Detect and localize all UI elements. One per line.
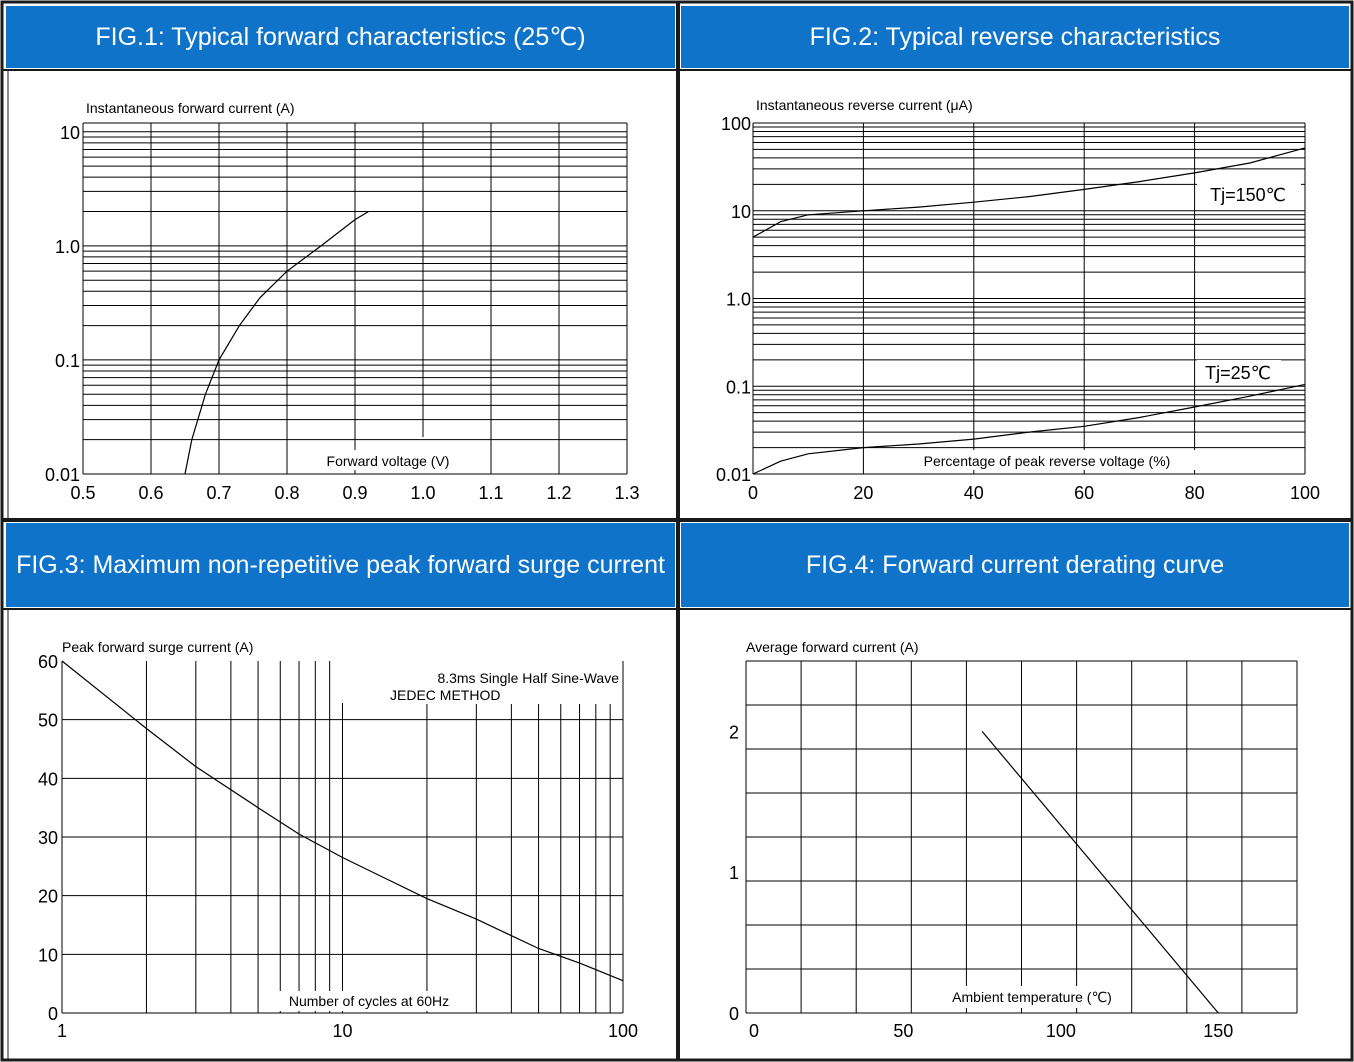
fig3-annot-bg bbox=[385, 666, 620, 704]
fig4-ylabel: Average forward current (A) bbox=[746, 639, 918, 655]
fig2-xtick-label: 20 bbox=[853, 483, 873, 503]
fig3-ytick-label: 60 bbox=[38, 652, 58, 672]
fig3-header: FIG.3: Maximum non-repetitive peak forwa… bbox=[6, 523, 675, 607]
fig1-xtick-label: 0.8 bbox=[274, 483, 299, 503]
fig1-ytick-label: 10 bbox=[60, 123, 80, 143]
fig3-ytick-label: 30 bbox=[38, 828, 58, 848]
fig4-xlabel-bg bbox=[934, 986, 1130, 1008]
fig4-chart: 0 1 2 0 50 100 150 Average forward current (A) A… bbox=[729, 639, 1298, 1041]
fig4-xtick-label: 150 bbox=[1203, 1021, 1233, 1041]
fig4-series-line bbox=[981, 731, 1219, 1014]
fig1-header: FIG.1: Typical forward characteristics (… bbox=[6, 6, 675, 68]
fig2-annotation-tj25: Tj=25℃ bbox=[1205, 363, 1271, 383]
fig2-ylabel: Instantaneous reverse current (μA) bbox=[756, 97, 973, 113]
fig2-chart: 0.01 0.1 1.0 10 100 0 20 40 60 80 100 Instantaneous… bbox=[716, 97, 1320, 503]
fig1-ytick-label: 0.1 bbox=[55, 351, 80, 371]
fig2-xtick-label: 0 bbox=[748, 483, 758, 503]
fig4-xtick-label: 0 bbox=[749, 1021, 759, 1041]
fig1-xlabel-bg bbox=[310, 450, 460, 470]
fig3-xtick-label: 1 bbox=[57, 1021, 67, 1041]
fig1-chart: 0.01 0.1 1.0 10 0.5 0.6 0.7 0.8 0.9 1.0 1.1 1.2 1.3 I… bbox=[45, 100, 640, 503]
fig1-ylabel: Instantaneous forward current (A) bbox=[86, 100, 295, 116]
fig4-xlabel: Ambient temperature (℃) bbox=[952, 989, 1112, 1005]
fig3-xlabel: Number of cycles at 60Hz bbox=[289, 993, 449, 1009]
fig2-ytick-label: 1.0 bbox=[726, 290, 751, 310]
fig4-ytick-label: 1 bbox=[729, 863, 739, 883]
fig4-ytick-label: 2 bbox=[729, 722, 739, 742]
fig3-ytick-label: 40 bbox=[38, 769, 58, 789]
fig1-xtick-label: 0.5 bbox=[70, 483, 95, 503]
fig1-xtick-label: 1.2 bbox=[546, 483, 571, 503]
fig4-header: FIG.4: Forward current derating curve bbox=[681, 523, 1349, 607]
fig2-ytick-label: 0.1 bbox=[726, 377, 751, 397]
fig2-xlabel: Percentage of peak reverse voltage (%) bbox=[924, 453, 1171, 469]
fig1-xtick-label: 1.3 bbox=[614, 483, 639, 503]
fig1-xtick-label: 1.0 bbox=[410, 483, 435, 503]
fig1-series-curve bbox=[184, 210, 369, 475]
fig3-ytick-label: 0 bbox=[48, 1004, 58, 1024]
fig1-xtick-label: 1.1 bbox=[478, 483, 503, 503]
fig1-ytick-label: 0.01 bbox=[45, 465, 80, 485]
fig3-xtick-label: 10 bbox=[332, 1021, 352, 1041]
fig2-ytick-label: 10 bbox=[731, 202, 751, 222]
fig2-ytick-label: 100 bbox=[721, 114, 751, 134]
fig4-ytick-label: 0 bbox=[729, 1004, 739, 1024]
fig2-xtick-label: 100 bbox=[1290, 483, 1320, 503]
fig2-series-tj25 bbox=[752, 383, 1306, 475]
fig4-xtick-label: 100 bbox=[1046, 1021, 1076, 1041]
fig3-ytick-label: 10 bbox=[38, 945, 58, 965]
fig1-xtick-label: 0.7 bbox=[206, 483, 231, 503]
fig1-xtick-label: 0.9 bbox=[342, 483, 367, 503]
fig2-xtick-label: 60 bbox=[1074, 483, 1094, 503]
fig2-annot-bg bbox=[1197, 181, 1301, 207]
fig2-ytick-label: 0.01 bbox=[716, 465, 751, 485]
fig3-chart: 0 10 20 30 40 50 60 1 10 100 Peak forward surge cu… bbox=[38, 639, 638, 1041]
fig3-annotation-wave: 8.3ms Single Half Sine-Wave bbox=[437, 670, 619, 686]
fig2-xtick-label: 40 bbox=[964, 483, 984, 503]
fig3-ylabel: Peak forward surge current (A) bbox=[62, 639, 253, 655]
fig1-ytick-label: 1.0 bbox=[55, 237, 80, 257]
fig3-xlabel-bg bbox=[270, 991, 470, 1011]
fig4-xtick-label: 50 bbox=[893, 1021, 913, 1041]
fig3-annotation-method: JEDEC METHOD bbox=[390, 687, 500, 703]
fig3-series-curve bbox=[61, 660, 624, 982]
fig2-annotation-tj150: Tj=150℃ bbox=[1210, 185, 1286, 205]
fig1-xlabel: Forward voltage (V) bbox=[327, 453, 450, 469]
fig2-xtick-label: 80 bbox=[1185, 483, 1205, 503]
fig3-ytick-label: 20 bbox=[38, 887, 58, 907]
fig2-annot-bg bbox=[1197, 360, 1281, 384]
fig2-header: FIG.2: Typical reverse characteristics bbox=[681, 6, 1349, 68]
fig3-xtick-label: 100 bbox=[608, 1021, 638, 1041]
fig3-ytick-label: 50 bbox=[38, 711, 58, 731]
fig2-series-tj150 bbox=[752, 147, 1306, 238]
fig2-xlabel-bg bbox=[893, 450, 1201, 470]
fig1-xtick-label: 0.6 bbox=[138, 483, 163, 503]
